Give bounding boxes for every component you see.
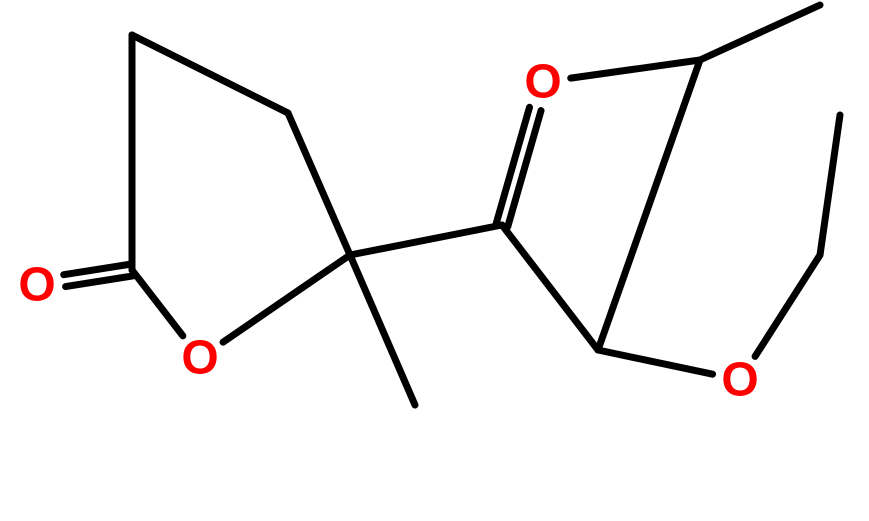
bond xyxy=(132,35,288,113)
bond xyxy=(132,270,183,336)
bond xyxy=(288,113,350,255)
bond xyxy=(700,5,820,60)
bond xyxy=(598,60,700,350)
oxygen-atom-label: O xyxy=(18,259,55,312)
bond xyxy=(350,225,502,255)
bond xyxy=(820,115,840,255)
bond xyxy=(571,60,700,78)
bond xyxy=(66,276,133,287)
bond xyxy=(755,255,820,356)
bond xyxy=(223,255,350,342)
bond xyxy=(598,350,713,374)
molecule-diagram: O O O O xyxy=(0,0,869,521)
bond xyxy=(64,264,131,275)
oxygen-atom-label: O xyxy=(524,56,561,109)
oxygen-atom-label: O xyxy=(181,332,218,385)
bond xyxy=(502,225,598,350)
oxygen-atom-label: O xyxy=(721,354,758,407)
bond xyxy=(350,255,415,405)
